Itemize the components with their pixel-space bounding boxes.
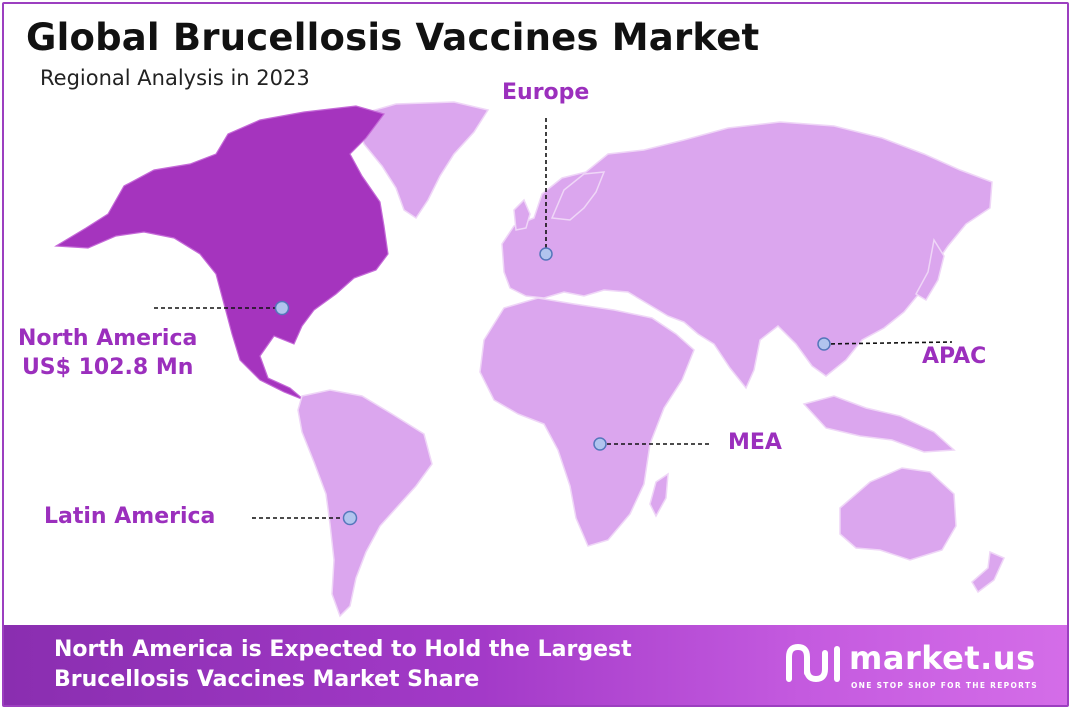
europe-label: Europe xyxy=(502,80,590,105)
mea-marker xyxy=(593,437,607,451)
greenland-shape xyxy=(353,101,490,220)
africa-shape xyxy=(479,297,695,547)
brand-name: market.us xyxy=(849,639,1036,677)
footer-message: North America is Expected to Hold the La… xyxy=(54,635,632,695)
mea-label: MEA xyxy=(728,430,782,455)
apac-leader xyxy=(823,341,953,345)
new-zealand-shape xyxy=(971,550,1005,594)
madagascar-shape xyxy=(649,472,669,518)
footer-line-1: North America is Expected to Hold the La… xyxy=(54,637,632,662)
europe-marker xyxy=(539,247,553,261)
apac-label: APAC xyxy=(922,344,987,369)
australia-shape xyxy=(839,467,957,561)
north-america-marker xyxy=(274,300,290,316)
footer-line-2: Brucellosis Vaccines Market Share xyxy=(54,667,480,692)
brand-tagline: ONE STOP SHOP FOR THE REPORTS xyxy=(851,681,1038,690)
page-subtitle: Regional Analysis in 2023 xyxy=(40,66,310,90)
north-america-value: US$ 102.8 Mn xyxy=(21,355,194,380)
brand-lockup: market.us ONE STOP SHOP FOR THE REPORTS xyxy=(785,639,1038,693)
southeast-asia-islands-shape xyxy=(802,395,956,453)
north-america-shape xyxy=(54,105,389,401)
apac-marker xyxy=(817,337,831,351)
latin-america-label: Latin America xyxy=(44,504,216,529)
north-america-name: North America xyxy=(18,326,198,351)
market-us-logo-icon xyxy=(786,643,840,683)
eurasia-shape xyxy=(501,121,993,390)
latin-america-shape xyxy=(297,389,433,618)
footer-banner: North America is Expected to Hold the La… xyxy=(4,625,1067,705)
japan-shape xyxy=(914,237,945,302)
scandinavia-shape xyxy=(550,171,606,221)
world-map xyxy=(54,101,1005,618)
page-title: Global Brucellosis Vaccines Market xyxy=(26,16,760,59)
uk-shape xyxy=(513,198,531,231)
latin-america-marker xyxy=(342,510,358,526)
north-america-label: North America US$ 102.8 Mn xyxy=(18,324,197,382)
